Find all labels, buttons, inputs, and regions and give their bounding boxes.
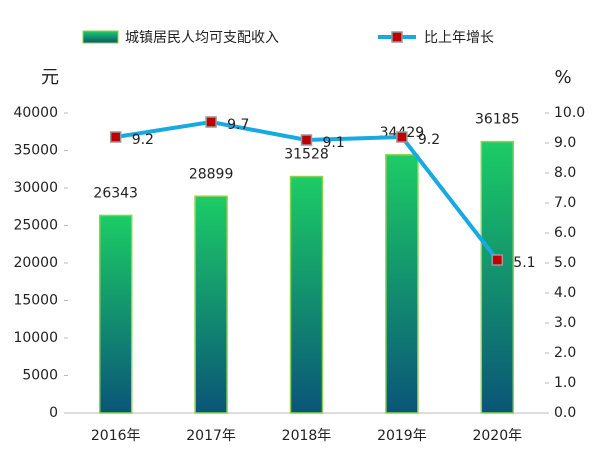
bar [385,154,419,414]
line-marker [396,131,408,143]
line-marker [300,134,313,146]
line-marker [109,131,122,143]
bar [98,214,133,414]
y-tick-label: 0 [49,405,58,421]
y-tick-label: 35000 [13,143,58,159]
line-marker [491,254,504,266]
y2-axis-label: % [554,67,571,88]
y-tick-label: 20000 [13,255,58,271]
bar [289,175,324,414]
y-tick-label: 10000 [13,330,58,346]
y2-tick-label: 4.0 [554,285,576,301]
bar-value-label: 28899 [189,166,234,182]
x-tick-label: 2020年 [472,428,522,444]
y-tick-label: 5000 [22,368,58,384]
line-value-label: 5.1 [513,255,535,271]
y2-tick-label: 2.0 [554,345,576,361]
legend-label: 城镇居民人均可支配收入 [125,30,279,46]
legend-marker [391,31,403,43]
x-tick-label: 2017年 [186,428,236,444]
y2-tick-label: 3.0 [554,315,576,331]
legend-swatch [82,30,119,44]
y2-tick-label: 10.0 [554,105,585,121]
y2-tick-label: 6.0 [554,225,576,241]
y-tick-label: 15000 [13,293,58,309]
line-value-label: 9.7 [227,117,249,133]
bar-value-label: 36185 [475,112,520,128]
line-value-label: 9.1 [323,135,345,151]
y-axis-label: 元 [41,67,59,88]
x-tick-label: 2016年 [91,428,141,444]
y2-tick-label: 9.0 [554,135,576,151]
x-tick-label: 2018年 [282,428,332,444]
line-marker [205,116,217,128]
line-value-label: 9.2 [418,132,440,148]
y2-tick-label: 0.0 [554,405,576,421]
bar-value-label: 31528 [284,147,329,163]
legend-label: 比上年增长 [424,30,494,46]
y2-tick-label: 8.0 [554,165,576,181]
x-tick-label: 2019年 [377,428,427,444]
bar-value-label: 26343 [93,185,138,201]
y2-tick-label: 1.0 [554,375,576,391]
y-tick-label: 30000 [13,180,58,196]
y-tick-label: 25000 [13,218,58,234]
line-value-label: 9.2 [132,132,154,148]
y-tick-label: 40000 [13,105,58,121]
bar [194,195,228,414]
bar [480,140,515,414]
y2-tick-label: 5.0 [554,255,576,271]
y2-tick-label: 7.0 [554,195,576,211]
